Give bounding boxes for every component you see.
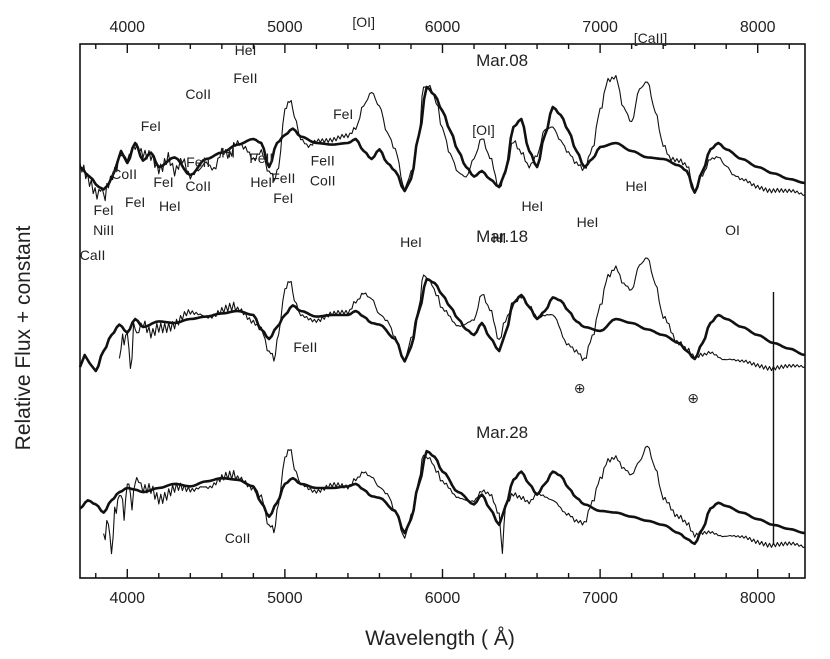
x-tick-label-bottom: 6000	[425, 590, 461, 607]
spectral-line-label: FeII	[311, 152, 335, 168]
telluric-symbol: ⊕	[687, 390, 699, 406]
y-axis-title: Relative Flux + constant	[12, 225, 35, 450]
spectral-line-label: [OI]	[472, 122, 495, 138]
spectral-line-label: CoII	[185, 178, 211, 194]
spectral-line-label: OI	[725, 222, 740, 238]
spectral-line-label: FeII	[293, 339, 317, 355]
x-tick-label-bottom: 4000	[109, 590, 145, 607]
epoch-label: Mar.18	[476, 227, 528, 246]
spectral-line-label: [CaII]	[634, 30, 667, 46]
spectral-line-label: HI	[492, 230, 506, 246]
spectral-line-label: [OI]	[352, 14, 375, 30]
observed-spectrum-mar18	[118, 257, 806, 372]
x-tick-label-top: 4000	[109, 19, 145, 36]
spectral-line-label: FeI	[94, 202, 114, 218]
spectral-line-label: HeI	[400, 234, 422, 250]
spectral-line-label: FeI	[333, 106, 353, 122]
x-tick-label-bottom: 7000	[582, 590, 618, 607]
spectral-line-label: FeII	[271, 170, 295, 186]
spectral-line-label: HeI	[250, 174, 272, 190]
x-tick-label-top: 6000	[425, 19, 461, 36]
telluric-symbol: ⊕	[574, 380, 586, 396]
spectral-line-label: HeI	[521, 198, 543, 214]
x-tick-label-bottom: 8000	[740, 590, 776, 607]
spectral-line-label: CaII	[80, 247, 106, 263]
spectral-line-label: HeI	[625, 178, 647, 194]
x-tick-label-top: 7000	[582, 19, 618, 36]
spectral-line-label: FeI	[141, 118, 161, 134]
spectral-line-label: CoII	[310, 172, 336, 188]
spectral-line-label: FeII	[186, 154, 210, 170]
spectral-line-label: HeI	[577, 214, 599, 230]
observed-spectrum-mar28	[103, 445, 806, 555]
x-axis-ticks: 4000 4000 5000 5000 6000 6000 7000 7000 8000 8000	[95, 19, 790, 607]
spectral-line-label: HI	[221, 144, 235, 160]
spectral-line-label: FeI	[153, 174, 173, 190]
spectral-line-label: CoII	[185, 86, 211, 102]
line-id-labels: Mar.08Mar.18Mar.28[OI]HeIFeIICoIIFeIFeIH…	[80, 14, 740, 546]
x-tick-label-top: 5000	[267, 19, 303, 36]
spectral-line-label: CoII	[225, 530, 251, 546]
spectral-line-label: NiII	[93, 222, 114, 238]
x-tick-label-bottom: 5000	[267, 590, 303, 607]
spectral-line-label: HeI	[235, 42, 257, 58]
epoch-label: Mar.28	[476, 423, 528, 442]
observed-spectrum-mar08	[79, 74, 806, 202]
spectral-line-label: FeI	[125, 194, 145, 210]
spectral-line-label: CoII	[111, 166, 137, 182]
spectral-line-label: FeI	[273, 190, 293, 206]
spectra-series	[78, 74, 806, 555]
model-spectrum-mar08	[79, 85, 806, 194]
spectral-line-label: HeI	[159, 198, 181, 214]
x-tick-label-top: 8000	[740, 19, 776, 36]
spectral-line-label: FeII	[233, 70, 257, 86]
epoch-label: Mar.08	[476, 51, 528, 70]
model-spectrum-mar28	[79, 449, 806, 546]
x-axis-title: Wavelength ( Å)	[365, 627, 515, 650]
model-spectrum-mar18	[78, 277, 806, 373]
spectral-line-label: FeII	[249, 150, 273, 166]
